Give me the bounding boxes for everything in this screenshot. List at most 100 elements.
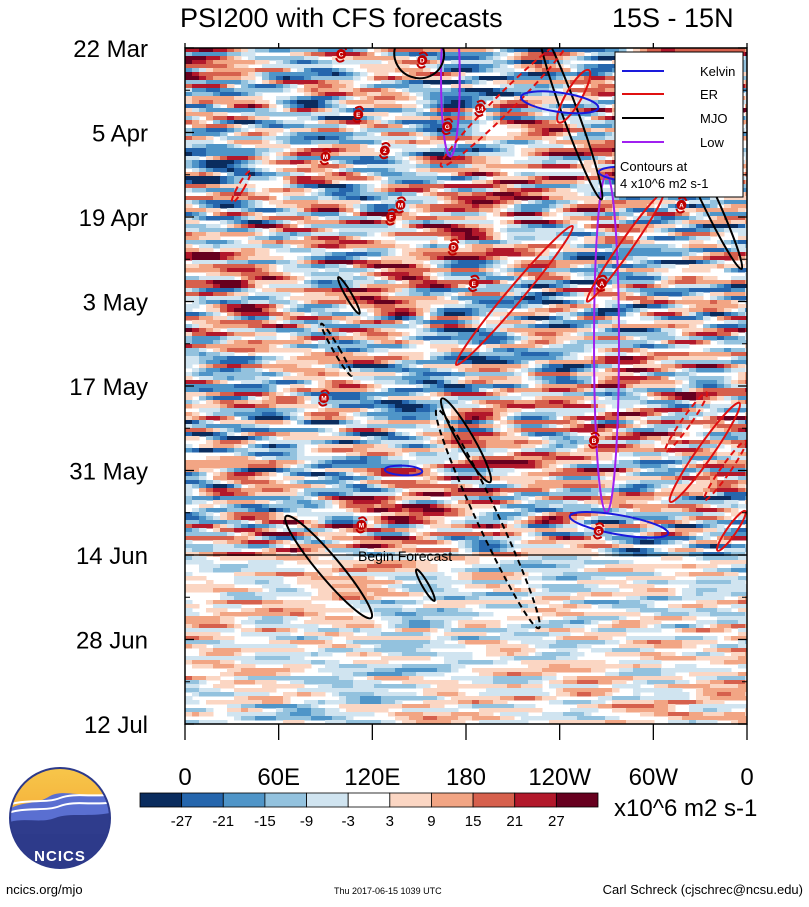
chart-region: 15S - 15N bbox=[612, 3, 734, 33]
footer-timestamp: Thu 2017-06-15 1039 UTC bbox=[334, 886, 442, 896]
colorbar-swatch-4 bbox=[306, 792, 349, 808]
x-tick-label-3: 180 bbox=[446, 764, 486, 791]
wave-contour-er-19 bbox=[703, 439, 747, 502]
wave-contour-mjo-5 bbox=[337, 276, 361, 315]
y-tick-label-2: 19 Apr bbox=[79, 205, 148, 232]
colorbar-tick-7: 15 bbox=[465, 813, 482, 830]
colorbar-unit: x10^6 m2 s-1 bbox=[614, 795, 757, 822]
y-tick-label-4: 17 May bbox=[69, 374, 148, 401]
legend-note-line2: 4 x10^6 m2 s-1 bbox=[620, 176, 708, 191]
colorbar-tick-6: 9 bbox=[427, 813, 435, 830]
x-tick-label-1: 60E bbox=[257, 764, 300, 791]
storm-marker-label-11: E bbox=[472, 281, 477, 288]
storm-marker-9: F bbox=[385, 208, 398, 226]
colorbar-tick-5: 3 bbox=[386, 813, 394, 830]
colorbar: -27 -21 -15 -9 -3 3 9 15 21 27 bbox=[139, 792, 599, 830]
forecast-label: Begin Forecast bbox=[358, 548, 452, 564]
storm-marker-label-0: C bbox=[339, 52, 344, 59]
colorbar-swatch-9 bbox=[514, 792, 557, 808]
storm-marker-6: 2 bbox=[378, 142, 391, 160]
wave-contour-mjo-2 bbox=[393, 48, 446, 80]
storm-marker-label-3: 14 bbox=[476, 106, 484, 113]
colorbar-swatch-3 bbox=[264, 792, 307, 808]
wave-contour-mjo-8 bbox=[414, 568, 436, 602]
wave-contour-mjo-10 bbox=[434, 408, 541, 630]
wave-contour-er-17 bbox=[230, 170, 252, 204]
storm-marker-label-6: 2 bbox=[383, 148, 387, 155]
legend-label-kelvin: Kelvin bbox=[700, 64, 735, 79]
colorbar-tick-4: -3 bbox=[342, 813, 355, 830]
storm-marker-label-14: B bbox=[592, 438, 597, 445]
storm-marker-label-8: M bbox=[398, 202, 403, 209]
wave-contour-mjo-3 bbox=[537, 48, 604, 201]
legend-label-er: ER bbox=[700, 87, 718, 102]
y-tick-label-6: 14 Jun bbox=[76, 543, 148, 570]
wave-contour-er-16 bbox=[439, 48, 571, 168]
storm-marker-label-5: M bbox=[323, 154, 328, 161]
colorbar-swatch-1 bbox=[181, 792, 224, 808]
colorbar-swatch-2 bbox=[222, 792, 266, 808]
colorbar-tick-3: -9 bbox=[300, 813, 313, 830]
colorbar-tick-8: 21 bbox=[506, 813, 523, 830]
wave-contour-er-18 bbox=[663, 391, 709, 454]
colorbar-swatch-7 bbox=[431, 792, 474, 808]
legend-label-low: Low bbox=[700, 135, 724, 150]
storm-marker-10: D bbox=[447, 238, 460, 256]
legend-label-mjo: MJO bbox=[700, 111, 727, 126]
axes: 22 Mar 5 Apr 19 Apr 3 May 17 May 31 May 14 Jun… bbox=[69, 36, 753, 791]
storm-marker-label-1: D bbox=[420, 58, 425, 65]
storm-marker-5: M bbox=[319, 148, 332, 166]
storm-marker-4: G bbox=[441, 117, 454, 136]
colorbar-tick-1: -21 bbox=[212, 813, 234, 830]
colorbar-tick-9: 27 bbox=[548, 813, 565, 830]
storm-marker-15: M bbox=[355, 516, 368, 534]
footer-url: ncics.org/mjo bbox=[6, 882, 83, 897]
storm-marker-label-2: E bbox=[356, 112, 361, 119]
wave-contour-er-15 bbox=[716, 509, 747, 552]
y-tick-label-5: 31 May bbox=[69, 459, 148, 486]
wave-contour-kelvin-20 bbox=[519, 90, 600, 115]
colorbar-swatch-0 bbox=[139, 792, 183, 808]
colorbar-swatch-10 bbox=[555, 792, 599, 808]
chart-title: PSI200 with CFS forecasts bbox=[180, 3, 503, 33]
storm-marker-11: E bbox=[467, 274, 480, 292]
storm-marker-0: C bbox=[335, 48, 348, 63]
storm-marker-8: M bbox=[394, 196, 407, 214]
y-tick-label-8: 12 Jul bbox=[84, 712, 148, 739]
x-tick-label-6: 0 bbox=[740, 764, 753, 791]
storm-marker-13: M bbox=[317, 389, 330, 407]
y-tick-label-3: 3 May bbox=[83, 290, 148, 317]
y-tick-label-7: 28 Jun bbox=[76, 628, 148, 655]
wave-contour-er-12 bbox=[454, 224, 574, 366]
ncics-logo-text: NCICS bbox=[34, 848, 86, 865]
legend: Kelvin ER MJO Low Contours at 4 x10^6 m2… bbox=[614, 51, 744, 198]
colorbar-tick-2: -15 bbox=[254, 813, 276, 830]
storm-marker-label-13: M bbox=[321, 396, 326, 403]
x-tick-label-4: 120W bbox=[528, 764, 591, 791]
x-tick-label-0: 0 bbox=[178, 764, 191, 791]
storm-marker-1: D bbox=[416, 51, 429, 69]
colorbar-swatch-8 bbox=[472, 792, 516, 808]
storm-marker-label-10: D bbox=[451, 245, 456, 252]
wave-contour-kelvin-22 bbox=[568, 510, 670, 539]
storm-marker-3: 14 bbox=[474, 99, 486, 117]
wave-contour-er-14 bbox=[668, 401, 742, 504]
ncics-logo: NCICS bbox=[9, 767, 111, 869]
storm-marker-12: A bbox=[595, 274, 608, 292]
wave-contour-mjo-7 bbox=[284, 514, 374, 620]
colorbar-swatch-5 bbox=[347, 792, 391, 808]
x-tick-label-2: 120E bbox=[344, 764, 400, 791]
y-tick-label-1: 5 Apr bbox=[92, 121, 148, 148]
wave-contour-mjo-9 bbox=[320, 322, 353, 377]
colorbar-swatch-6 bbox=[389, 792, 432, 808]
y-tick-label-0: 22 Mar bbox=[73, 36, 148, 63]
storm-marker-label-7: A bbox=[679, 202, 684, 209]
storm-marker-label-15: M bbox=[359, 522, 364, 529]
storm-marker-16: G bbox=[592, 522, 605, 540]
storm-marker-14: B bbox=[588, 431, 600, 449]
legend-box bbox=[614, 51, 744, 198]
wave-contour-mjo-6 bbox=[439, 397, 493, 484]
wave-contour-low-0 bbox=[440, 48, 461, 158]
storm-marker-label-4: G bbox=[445, 124, 450, 131]
